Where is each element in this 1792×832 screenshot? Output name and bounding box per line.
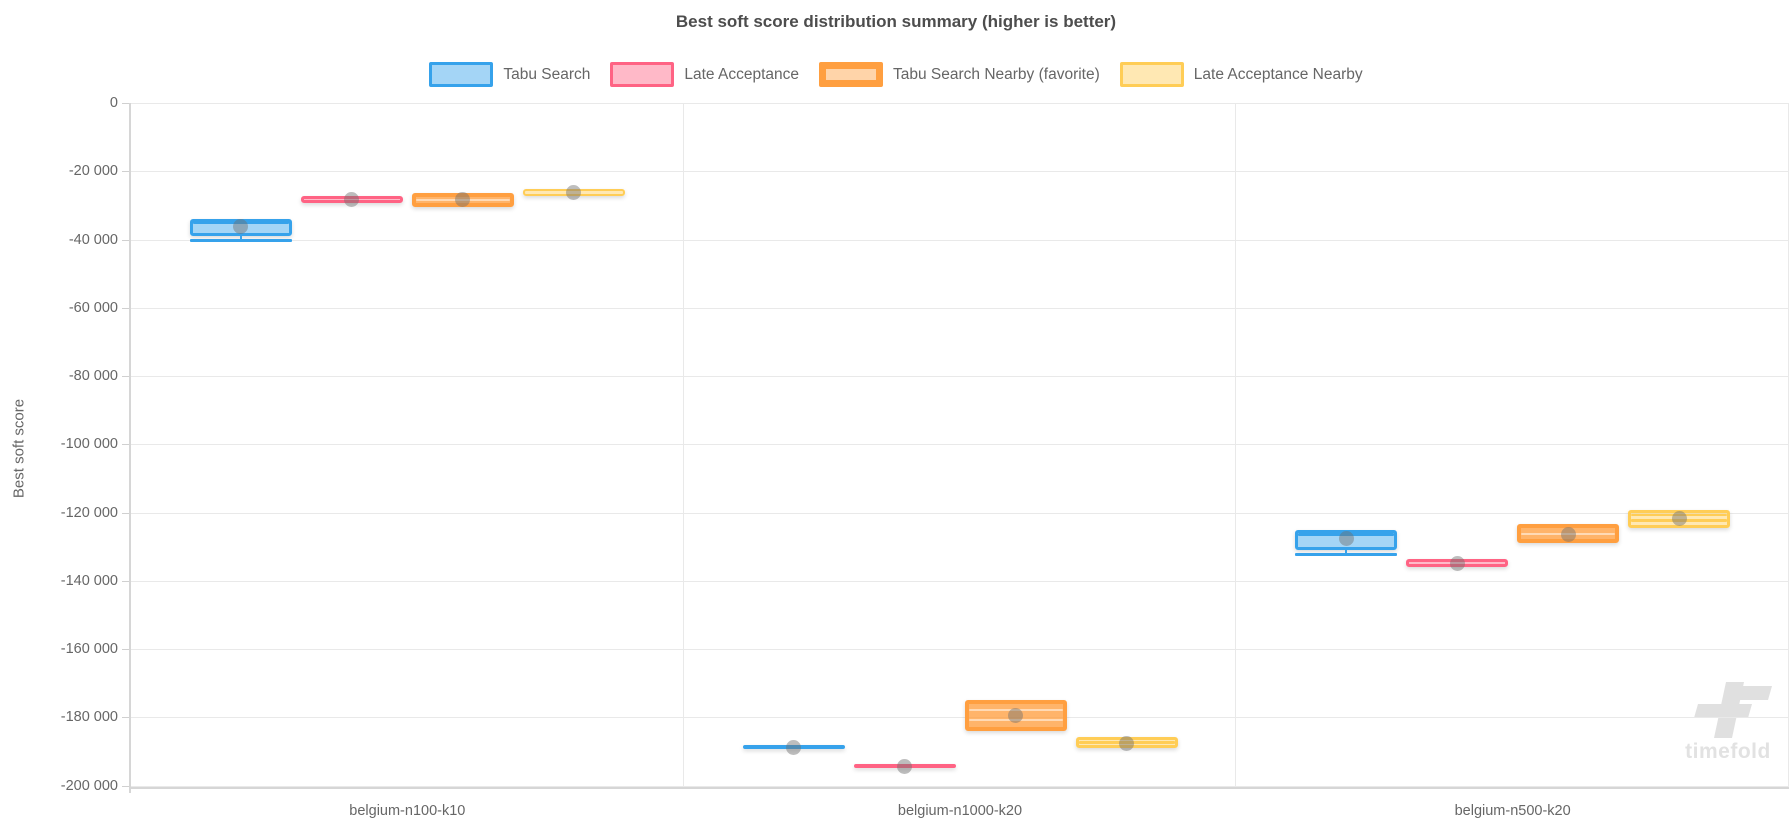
mean-dot <box>1338 530 1354 546</box>
y-tick-label: -60 000 <box>68 299 118 316</box>
y-tick-label: 0 <box>109 95 118 111</box>
whisker-stem <box>239 236 242 241</box>
y-gridline <box>131 444 1789 446</box>
whisker-cap <box>1295 553 1398 557</box>
mean-dot <box>233 218 249 234</box>
y-gridline <box>131 171 1789 173</box>
box[interactable] <box>742 744 845 750</box>
median-line <box>1521 532 1616 536</box>
median-line <box>1298 533 1395 536</box>
median-line <box>192 221 289 224</box>
y-tick-mark <box>122 171 131 173</box>
y-tick-mark <box>122 103 131 104</box>
mean-dot <box>1560 527 1576 543</box>
legend-label: Late Acceptance Nearby <box>1193 65 1363 83</box>
legend-swatch-icon <box>819 62 883 87</box>
y-tick-mark <box>122 376 131 377</box>
quartile-line <box>968 708 1063 712</box>
category-label: belgium-n100-k10 <box>349 803 466 819</box>
mean-dot <box>455 191 471 207</box>
y-gridline <box>131 376 1789 377</box>
y-tick-mark <box>122 580 131 582</box>
box[interactable] <box>522 189 625 196</box>
mean-dot <box>1449 556 1465 572</box>
legend-label: Late Acceptance <box>684 65 799 83</box>
legend-swatch-icon <box>1119 62 1184 87</box>
whisker-cap <box>189 239 292 243</box>
y-tick-label: -180 000 <box>60 709 118 726</box>
y-gridline <box>131 103 1789 104</box>
category-label: belgium-n500-k20 <box>1454 803 1571 819</box>
box[interactable] <box>300 195 403 203</box>
mean-dot <box>897 758 912 774</box>
y-tick-mark <box>122 239 131 241</box>
y-tick-mark <box>122 785 131 787</box>
mean-dot <box>344 192 360 208</box>
timefold-watermark-text: timefold <box>1685 740 1771 763</box>
y-gridline <box>131 512 1789 514</box>
mean-dot <box>786 740 801 756</box>
y-axis-line <box>129 103 131 793</box>
x-axis-line <box>129 787 1789 789</box>
y-tick-mark <box>122 649 131 650</box>
y-tick-mark <box>122 717 131 719</box>
legend-swatch-icon <box>610 62 675 87</box>
box[interactable] <box>1406 559 1509 568</box>
y-tick-mark <box>122 444 131 446</box>
quartile-line <box>1631 513 1728 517</box>
y-gridline <box>131 580 1789 582</box>
median-line <box>1078 741 1175 744</box>
category-label: belgium-n1000-k20 <box>897 803 1023 819</box>
median-line <box>968 718 1063 722</box>
chart-title: Best soft score distribution summary (hi… <box>675 12 1117 31</box>
median-line <box>415 198 510 202</box>
y-tick-mark <box>122 512 131 514</box>
y-gridline <box>131 785 1789 787</box>
y-tick-label: -20 000 <box>68 163 118 180</box>
mean-dot <box>1119 735 1134 751</box>
legend-swatch-icon <box>429 62 494 87</box>
legend-label: Tabu Search <box>503 65 591 83</box>
y-tick-mark <box>122 307 131 309</box>
legend-label: Tabu Search Nearby (favorite) <box>893 65 1100 83</box>
y-tick-label: -100 000 <box>60 436 118 453</box>
y-tick-label: -200 000 <box>60 777 118 794</box>
legend: Tabu Search Late Acceptance Tabu Search … <box>0 62 1792 87</box>
panel-gridline <box>682 103 684 786</box>
timefold-logo-icon <box>1694 682 1772 738</box>
y-tick-label: -40 000 <box>68 231 118 248</box>
mean-dot <box>1008 708 1023 724</box>
y-tick-label: -140 000 <box>60 572 118 589</box>
y-gridline <box>131 307 1789 309</box>
legend-item-late-acceptance-nearby[interactable]: Late Acceptance Nearby <box>1119 62 1363 87</box>
mean-dot <box>566 184 582 200</box>
box[interactable] <box>853 764 956 769</box>
y-gridline <box>131 239 1789 241</box>
y-tick-label: -160 000 <box>60 641 118 657</box>
panel-gridline <box>1788 103 1789 786</box>
y-tick-label: -80 000 <box>68 368 118 384</box>
box[interactable] <box>964 699 1067 731</box>
timefold-watermark: timefold <box>1668 680 1788 770</box>
legend-item-tabu-search-nearby[interactable]: Tabu Search Nearby (favorite) <box>819 62 1100 87</box>
panel-gridline <box>1235 103 1237 786</box>
y-gridline <box>131 649 1789 650</box>
y-gridline <box>131 717 1789 719</box>
median-line <box>1631 519 1728 522</box>
y-tick-label: -120 000 <box>60 504 118 521</box>
mean-dot <box>1671 510 1687 526</box>
whisker-stem <box>1345 550 1348 555</box>
legend-item-tabu-search[interactable]: Tabu Search <box>429 62 590 87</box>
legend-item-late-acceptance[interactable]: Late Acceptance <box>610 62 799 87</box>
